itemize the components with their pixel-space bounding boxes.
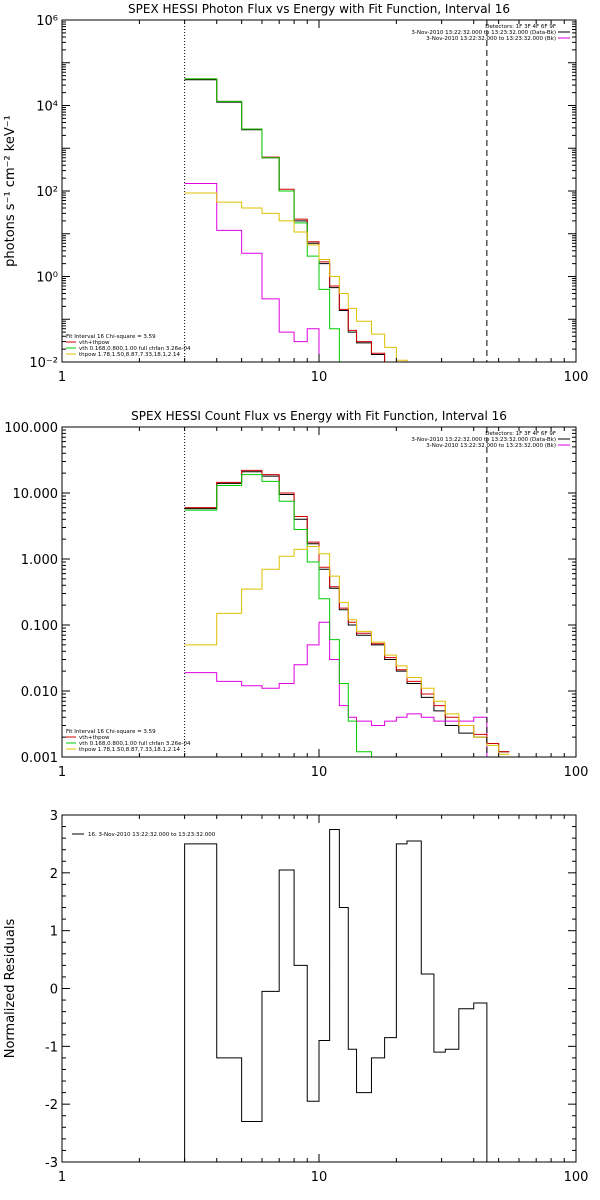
series-line-thpow [184,545,510,755]
chart-title: SPEX HESSI Photon Flux vs Energy with Fi… [128,2,510,16]
y-tick-label: -2 [45,1098,58,1113]
y-tick-label: 10⁶ [36,14,58,29]
y-tick-label: 10⁻² [29,356,58,371]
legend-entry: thpow 1.78,1.50,8.87,7.33,18.1,2.14 [79,352,180,358]
y-tick-label: 0 [50,983,58,998]
legend-entry: 3-Nov-2010 13:22:32.000 to 13:23:32.000 … [411,437,556,443]
series-line-vth [184,78,340,362]
plot-frame [61,19,577,363]
x-tick-label: 10 [311,765,328,780]
legend-entry: 3-Nov-2010 13:22:32.000 to 13:23:32.000 … [426,443,556,449]
y-tick-label: 10⁴ [36,100,58,115]
chart-panel-2: SPEX HESSI Count Flux vs Energy with Fit… [4,409,589,780]
series-group [184,469,510,757]
chart-panel-3: 1 10 100 -3 -2 -1 0 1 2 3 Normalized Residuals 16. … [3,809,588,1185]
series-line-bk [184,621,488,757]
y-tick-label: 0.100 [21,619,58,634]
legend-entry: vth+thpow [79,735,110,741]
series-line-vth [184,474,372,757]
legend-entry: 3-Nov-2010 13:22:32.000 to 13:23:32.000 … [411,30,556,36]
legend-entry: vth 0.168,0.800,1.00 full chfan 3.26e-04 [79,741,191,747]
series-line-bk [184,182,331,362]
legend-entry: Detectors: 1F 3F 4F 6F 9F [485,431,556,437]
x-tick-label: 1 [58,1170,66,1185]
series-group [184,78,408,362]
y-tick-label: -3 [45,1156,58,1171]
plot-frame [61,814,577,1163]
y-tick-label: 10⁰ [36,271,58,286]
series-line-vth-thpow [184,469,510,753]
x-tick-label: 10 [311,370,328,385]
y-tick-label: 1 [50,925,58,940]
legend-entry: vth 0.168,0.800,1.00 full chfan 3.26e-04 [79,346,191,352]
legend-entry: 16. 3-Nov-2010 13:22:32.000 to 13:23:32.… [88,832,216,838]
legend-entry: Fit Interval 16 Chi-square = 3.59 [66,729,156,735]
legend-entry: Fit Interval 16 Chi-square = 3.59 [66,334,156,340]
chart-panel-1: SPEX HESSI Photon Flux vs Energy with Fi… [3,2,589,385]
y-tick-label: 2 [50,867,58,882]
series-line-series-0 [184,828,488,1162]
y-tick-label: 3 [50,809,58,824]
legend-entry: vth+thpow [79,340,110,346]
y-tick-label: 10.000 [13,487,59,502]
x-tick-label: 100 [564,370,589,385]
y-tick-label: -1 [45,1040,58,1055]
y-tick-label: 0.001 [21,751,58,766]
series-line-vth-thpow [184,78,386,362]
y-axis-label: photons s⁻¹ cm⁻² keV⁻¹ [3,115,18,267]
series-line-data-bk [184,471,510,753]
legend-entry: thpow 1.78,1.50,8.87,7.33,18.1,2.14 [79,747,180,753]
y-axis-label: Normalized Residuals [3,919,18,1059]
y-tick-label: 0.010 [21,685,58,700]
x-tick-label: 10 [311,1170,328,1185]
series-line-thpow [184,192,408,362]
y-tick-label: 1.000 [21,553,58,568]
legend-entry: Detectors: 1F 3F 4F 6F 9F [485,24,556,30]
legend-entry: 3-Nov-2010 13:22:32.000 to 13:23:32.000 … [426,36,556,42]
x-tick-label: 1 [58,370,66,385]
chart-title: SPEX HESSI Count Flux vs Energy with Fit… [131,409,507,423]
x-tick-label: 100 [564,1170,589,1185]
y-tick-label: 100.000 [4,421,58,436]
y-tick-label: 10² [36,185,58,200]
series-group [184,828,488,1162]
series-line-data-bk [184,79,386,362]
x-tick-label: 1 [58,765,66,780]
x-tick-label: 100 [564,765,589,780]
